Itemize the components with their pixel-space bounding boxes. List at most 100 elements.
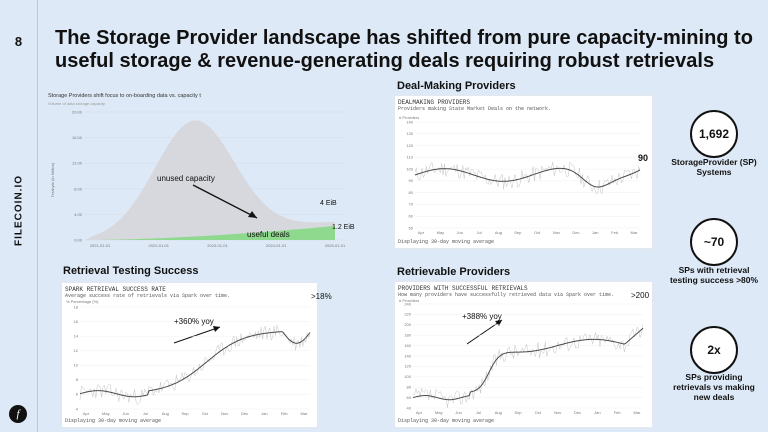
x-tick-label: Apr	[418, 230, 425, 235]
retrieval-testing-end-value: >18%	[311, 292, 332, 301]
y-tick-label: 8.00	[74, 186, 83, 191]
dealmaking-panel-title: DEALMAKING PROVIDERS	[398, 99, 471, 106]
retrievable-panel: PROVIDERS WITH SUCCESSFUL RETRIEVALS How…	[394, 281, 653, 428]
y-tick-label: 80	[407, 385, 412, 390]
moving-average-line	[414, 167, 641, 188]
dealmaking-ylabel: # Providers	[399, 115, 419, 120]
dealmaking-section-title: Deal-Making Providers	[397, 80, 516, 92]
retrieval-testing-panel: SPARK RETRIEVAL SUCCESS RATE Average suc…	[61, 282, 318, 428]
y-tick-label: 180	[404, 333, 411, 338]
y-tick-label: 200	[404, 322, 411, 327]
x-tick-label: Aug	[495, 230, 502, 235]
x-tick-label: Sep	[515, 410, 523, 415]
y-tick-label: 0.00	[74, 238, 83, 243]
y-tick-label: 60	[409, 214, 414, 219]
y-tick-label: 12	[74, 348, 79, 353]
x-tick-label: Jun	[122, 411, 128, 416]
x-tick-label: Nov	[553, 230, 560, 235]
retrievable-end-value: >200	[631, 291, 650, 300]
x-tick-label: Jun	[455, 410, 461, 415]
y-tick-label: 140	[406, 119, 413, 124]
x-tick-label: Aug	[495, 410, 502, 415]
capacity-chart-svg: Terabyte (in Million) 20.00 16.00 12.00 8.0…	[50, 110, 346, 249]
unused-capacity-label: unused capacity	[157, 174, 215, 183]
y-tick-label: 16.00	[72, 135, 83, 140]
y-tick-label: 8	[76, 377, 79, 382]
rts-arrow-line	[173, 326, 221, 344]
x-tick-label: Apr	[416, 410, 423, 415]
x-tick-label: Oct	[534, 230, 541, 235]
raw-series-line	[412, 324, 644, 408]
y-tick-label: 4	[76, 406, 79, 411]
x-tick-label: Apr	[83, 411, 90, 416]
x-tick-label: Jun	[457, 230, 463, 235]
retrievable-section-title: Retrievable Providers	[397, 266, 511, 278]
stat-circle-retrievals-vs-deals: 2x	[690, 326, 738, 374]
sidebar	[0, 0, 38, 432]
dealmaking-end-value: 90	[638, 153, 649, 163]
x-tick-label: Nov	[554, 410, 561, 415]
capacity-chart-header: Storage Providers shift focus to on-boar…	[48, 93, 201, 99]
x-tick-label: May	[102, 411, 110, 416]
y-tick-label: 18	[74, 304, 79, 309]
y-tick-label: 240	[404, 301, 411, 306]
y-tick-label: 90	[409, 178, 414, 183]
x-tick-label: Feb	[614, 410, 622, 415]
useful-deals-area	[93, 226, 335, 240]
x-tick-label: Feb	[281, 411, 289, 416]
y-tick-label: 80	[409, 190, 414, 195]
dealmaking-chart-svg: # Providers 140 130 120 110 100 90 80 70 60 50 Apr…	[399, 115, 641, 235]
y-tick-label: 110	[407, 155, 414, 160]
retrieval-testing-ylabel: % Percentage (%)	[66, 299, 99, 304]
rts-arrow-head-icon	[213, 326, 220, 332]
slide-title: The Storage Provider landscape has shift…	[55, 27, 753, 72]
retrieval-testing-footer: Displaying 30-day moving average	[65, 418, 162, 424]
y-tick-label: 130	[406, 131, 413, 136]
stat-label-retrievals-vs-deals: SPs providing retrievals vs making new d…	[673, 372, 755, 402]
x-tick-label: 2024-01-01	[266, 243, 287, 248]
y-tick-label: 160	[404, 343, 411, 348]
y-tick-label: 20.00	[72, 110, 83, 115]
y-tick-label: 14	[74, 333, 79, 338]
x-tick-label: Aug	[162, 411, 169, 416]
stat-circle-sp-systems: 1,692	[690, 110, 738, 158]
y-tick-label: 6	[76, 392, 79, 397]
x-tick-label: Mar	[631, 230, 639, 235]
y-tick-label: 40	[407, 405, 412, 410]
useful-end-label: 1.2 EiB	[332, 224, 355, 231]
capacity-area	[85, 120, 335, 240]
x-tick-label: Sep	[182, 411, 190, 416]
capacity-end-label: 4 EiB	[320, 200, 337, 207]
y-tick-label: 120	[404, 364, 411, 369]
x-tick-label: Jul	[476, 410, 481, 415]
x-tick-label: Dec	[241, 411, 248, 416]
retrievable-footer: Displaying 30-day moving average	[398, 418, 495, 424]
x-tick-label: Feb	[611, 230, 619, 235]
x-tick-label: 2025-01-01	[325, 243, 346, 248]
x-tick-label: May	[437, 230, 445, 235]
arrow-line	[192, 184, 258, 219]
retrieval-testing-section-title: Retrieval Testing Success	[63, 265, 199, 277]
retrievable-yoy: +388% yoy	[462, 312, 502, 321]
dealmaking-panel-sub: Providers making State Market Deals on t…	[398, 106, 552, 112]
retrievable-chart-svg: # Providers 240 220 200 180 160 140 120 100 80 60…	[399, 298, 644, 415]
capacity-ylabel: Terabyte (in Million)	[50, 162, 55, 197]
retrievable-panel-title: PROVIDERS WITH SUCCESSFUL RETRIEVALS	[398, 285, 528, 292]
x-tick-label: 2023-01-01	[207, 243, 228, 248]
retrieval-testing-chart-svg: % Percentage (%) 18 16 14 12 10 8 6 4 Apr May Jun J…	[66, 299, 311, 416]
x-tick-label: Jan	[594, 410, 600, 415]
raw-series-line	[414, 161, 641, 195]
y-tick-label: 140	[404, 353, 411, 358]
x-tick-label: Oct	[535, 410, 542, 415]
retrievable-ylabel: # Providers	[399, 298, 419, 303]
stat-label-sp-systems: StorageProvider (SP) Systems	[671, 157, 757, 177]
x-tick-label: Jan	[592, 230, 598, 235]
brand-label: FILECOIN.IO	[13, 175, 25, 246]
dealmaking-footer: Displaying 30-day moving average	[398, 239, 495, 245]
moving-average-line	[412, 327, 644, 401]
x-tick-label: Oct	[202, 411, 209, 416]
rp-arrow-head-icon	[495, 320, 502, 326]
x-tick-label: Jul	[143, 411, 148, 416]
y-tick-label: 16	[74, 319, 79, 324]
x-tick-label: 2022-01-01	[149, 243, 170, 248]
